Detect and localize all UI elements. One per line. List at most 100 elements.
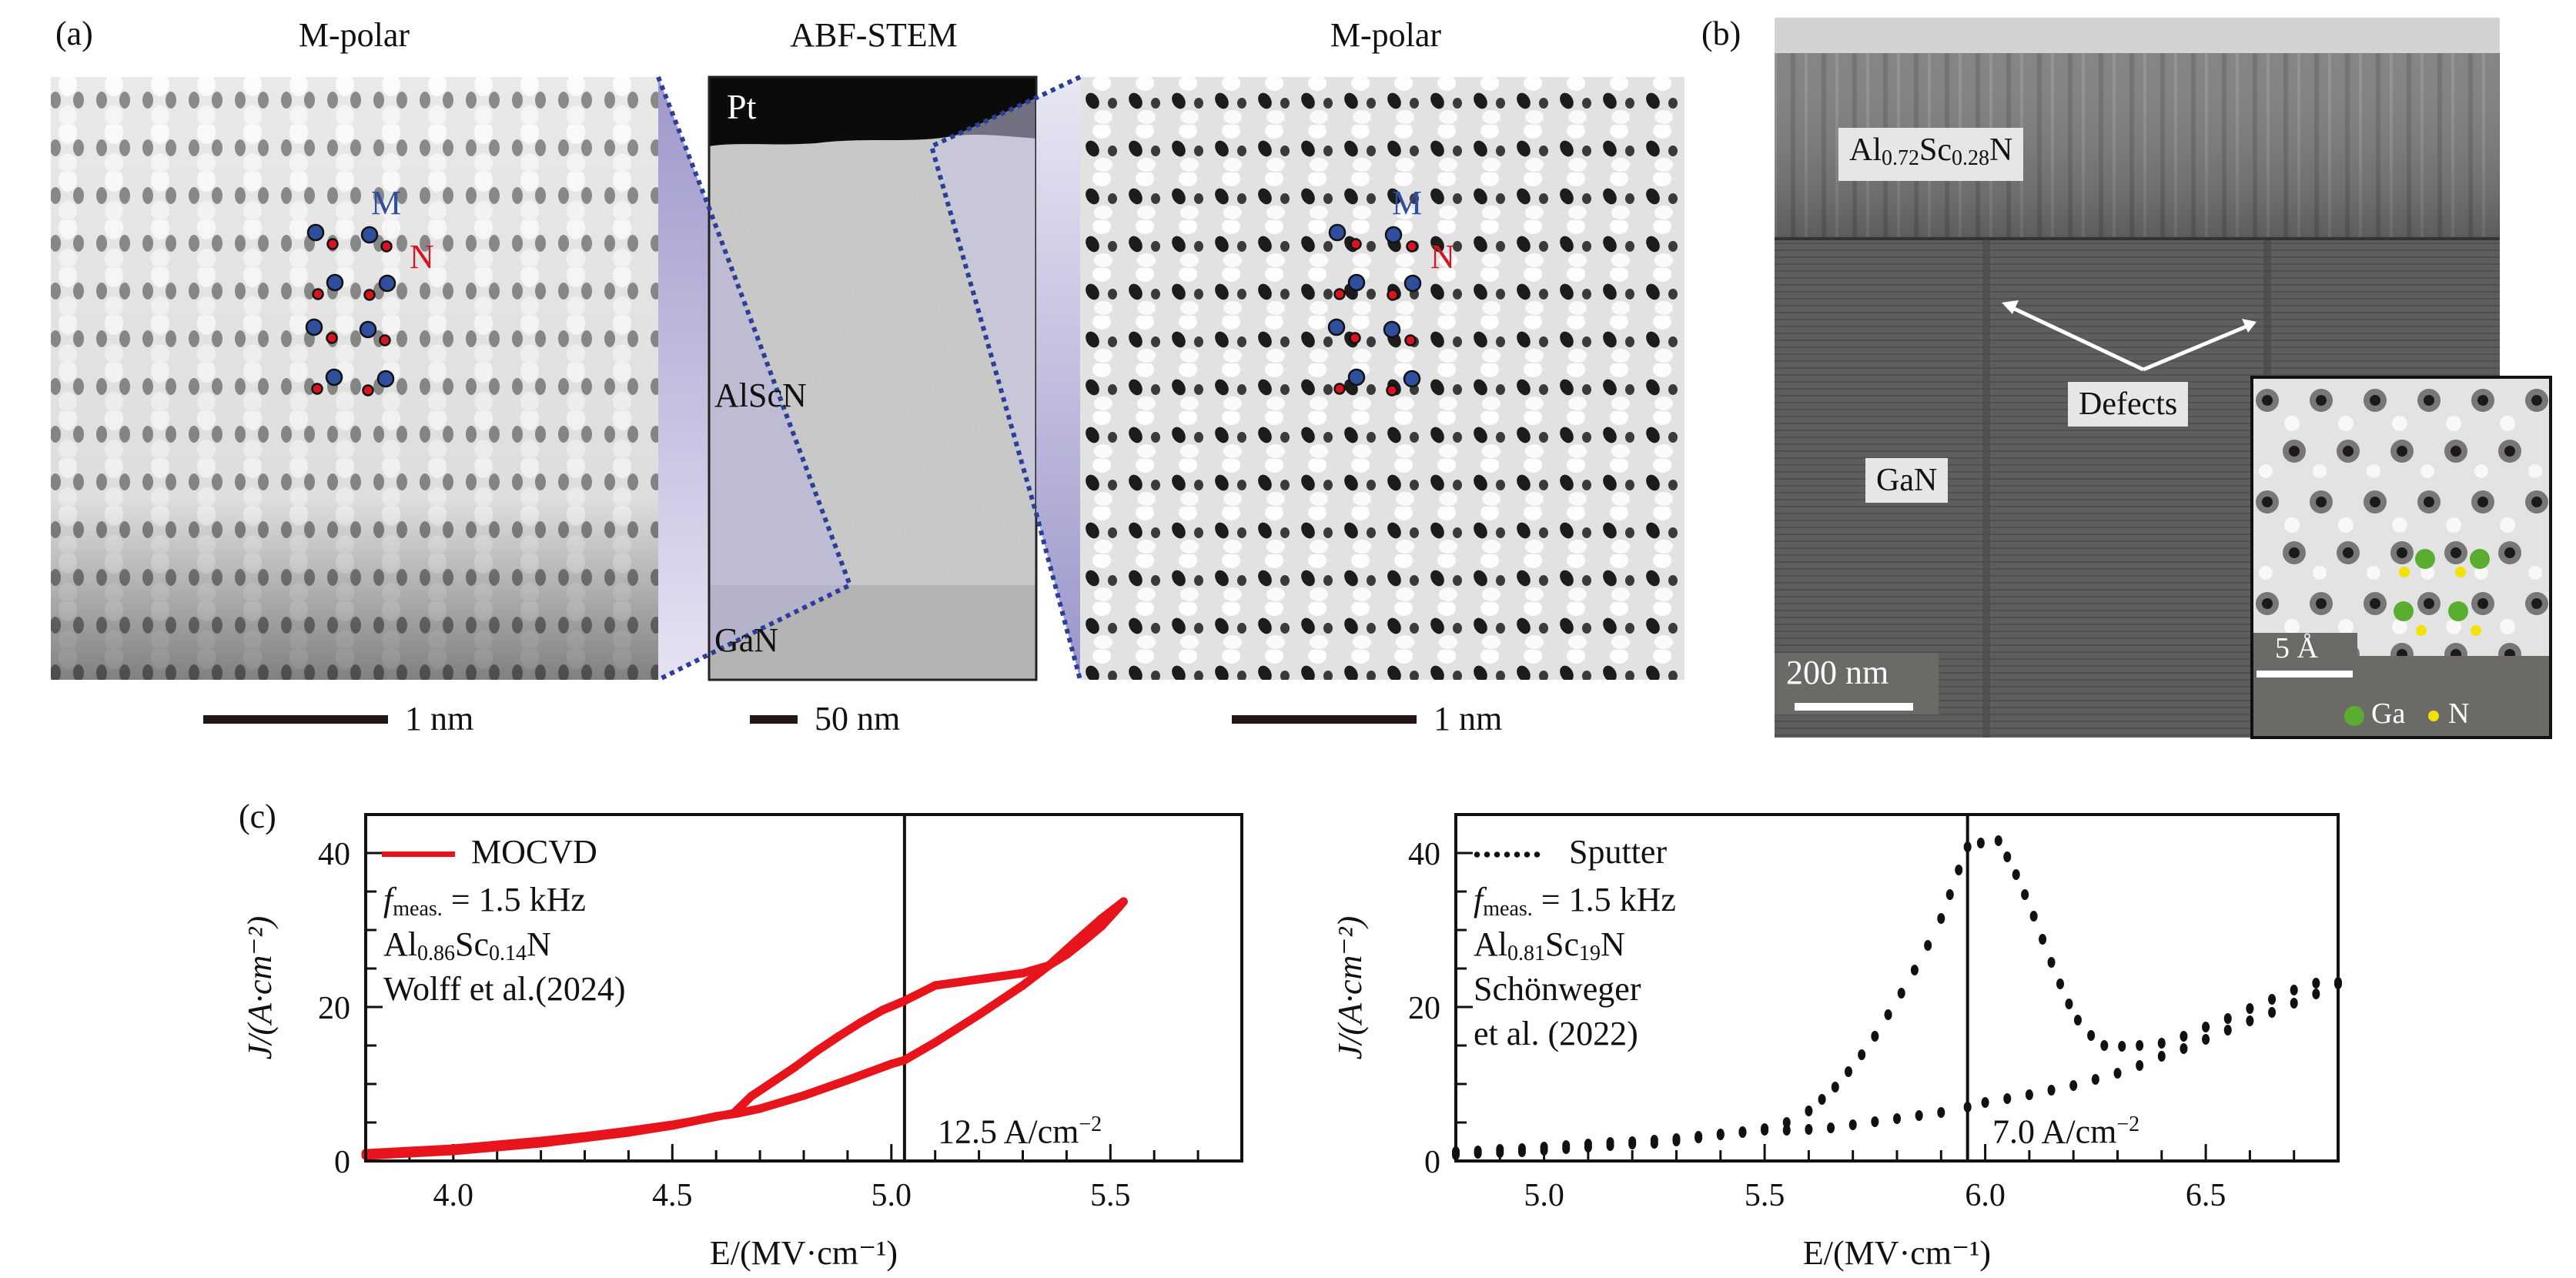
metal-atom-marker — [1327, 318, 1346, 336]
data-point — [900, 996, 909, 1005]
data-point — [1097, 914, 1106, 923]
data-point — [2268, 1007, 2277, 1018]
data-point — [405, 1146, 414, 1156]
data-point — [2180, 1031, 2188, 1042]
nitrogen-atom-marker — [1404, 334, 1417, 346]
freq-value: = 1.5 kHz — [1532, 881, 1676, 918]
x-tick-label: 4.0 — [433, 1178, 474, 1213]
data-point — [1827, 1122, 1835, 1133]
sputter-composition-annotation: Al0.81Sc19N — [1474, 922, 1625, 976]
data-point — [755, 1104, 764, 1113]
sputter-reference-annotation-2: et al. (2022) — [1474, 1015, 1638, 1052]
data-point — [1858, 1049, 1866, 1060]
data-point — [1606, 1137, 1614, 1148]
right-scale-bar — [1232, 715, 1417, 724]
panel-a-graphics — [51, 75, 1684, 724]
data-point — [1818, 1094, 1826, 1105]
arrow-head-left — [2002, 300, 2019, 314]
nitrogen-atom-marker — [1333, 288, 1346, 300]
data-point — [2113, 1068, 2122, 1079]
metal-atom-marker — [326, 273, 344, 292]
data-point — [2047, 957, 2056, 968]
legend-ga-swatch — [2344, 706, 2364, 726]
film-label-al: Al — [1849, 132, 1882, 168]
data-point — [1910, 965, 1919, 975]
data-point — [2157, 1038, 2166, 1049]
comp-sc-sub: 19 — [1579, 942, 1601, 965]
data-point — [1994, 835, 2002, 846]
nitrogen-atom-marker — [312, 288, 324, 300]
metal-atom-marker — [325, 368, 343, 386]
data-point — [835, 1032, 844, 1041]
data-point — [2157, 1051, 2166, 1062]
y-tick-label: 20 — [318, 991, 350, 1026]
panel-a-letter: (a) — [55, 15, 93, 52]
x-tick-label: 5.0 — [1524, 1178, 1564, 1213]
metal-atom-marker — [306, 223, 325, 242]
y-tick-label: 20 — [1408, 991, 1440, 1026]
n-atom-marker — [2471, 625, 2481, 636]
mocvd-frequency-annotation: fmeas. = 1.5 kHz — [383, 878, 586, 932]
nitrogen-atom-marker — [1386, 384, 1398, 396]
x-tick-label: 5.5 — [1745, 1178, 1785, 1213]
data-point — [1893, 1113, 1901, 1124]
metal-atom-marker — [1403, 370, 1421, 388]
data-point — [1963, 1102, 1972, 1112]
left-scale-label: 1 nm — [405, 700, 474, 738]
left-nitrogen-label: N — [410, 238, 434, 276]
legend-n-swatch — [2428, 711, 2439, 721]
n-atom-marker — [2399, 567, 2410, 577]
data-point — [2290, 985, 2298, 995]
right-zoom-wedge — [1036, 77, 1080, 680]
data-point — [1672, 1133, 1681, 1144]
arrow-head-right — [2242, 319, 2257, 333]
data-point — [2268, 994, 2277, 1005]
data-point — [2136, 1060, 2144, 1071]
atomic-inset — [2250, 376, 2552, 739]
left-mpolar-title: M-polar — [298, 16, 410, 54]
metal-atom-marker — [360, 226, 379, 244]
data-point — [1871, 1031, 1879, 1042]
data-point — [1517, 1143, 1526, 1154]
data-point — [2312, 989, 2320, 999]
defect-boundary-left — [1982, 240, 1990, 738]
data-point — [856, 1018, 865, 1027]
defects-arrows — [2002, 300, 2257, 372]
metal-atom-marker — [305, 318, 323, 336]
data-point — [2136, 1040, 2144, 1051]
film-label-n: N — [1989, 132, 2013, 168]
data-point — [1782, 1125, 1791, 1136]
data-point — [1716, 1129, 1725, 1139]
data-point — [2246, 1003, 2254, 1014]
data-point — [2021, 889, 2029, 900]
sputter-frequency-annotation: fmeas. = 1.5 kHz — [1474, 878, 1676, 932]
data-point — [2003, 851, 2012, 862]
center-scale-label: 50 nm — [815, 700, 901, 738]
data-point — [537, 1136, 546, 1146]
right-mpolar-image — [1080, 77, 1684, 680]
data-point — [580, 1132, 589, 1141]
data-point — [2065, 999, 2073, 1009]
data-point — [1782, 1117, 1791, 1128]
metal-atom-marker — [1403, 274, 1422, 293]
data-point — [729, 1109, 738, 1118]
nitrogen-atom-marker — [311, 383, 323, 395]
inset-scale-label: 5 Å — [2275, 632, 2318, 664]
data-point — [2047, 1085, 2056, 1096]
n-atom-marker — [2455, 567, 2466, 577]
data-point — [1915, 1110, 1923, 1121]
data-point — [2202, 1034, 2210, 1045]
data-point — [1628, 1136, 1637, 1147]
comp-al: Al — [1474, 925, 1507, 963]
data-point — [2056, 979, 2065, 989]
film-label-al-sub: 0.72 — [1882, 146, 1919, 170]
mocvd-legend-swatch — [382, 851, 455, 857]
sputter-reference-annotation-1: Schönweger — [1474, 970, 1641, 1008]
data-point — [900, 1056, 909, 1065]
data-point — [996, 972, 1005, 981]
gan-substrate-label: GaN — [1865, 458, 1949, 503]
metal-atom-marker — [359, 320, 377, 339]
right-metal-label: M — [1392, 184, 1423, 222]
marker-value-text: 12.5 A/cm — [938, 1112, 1079, 1151]
sputter-marker-value: 7.0 A/cm−2 — [1992, 1102, 2139, 1155]
